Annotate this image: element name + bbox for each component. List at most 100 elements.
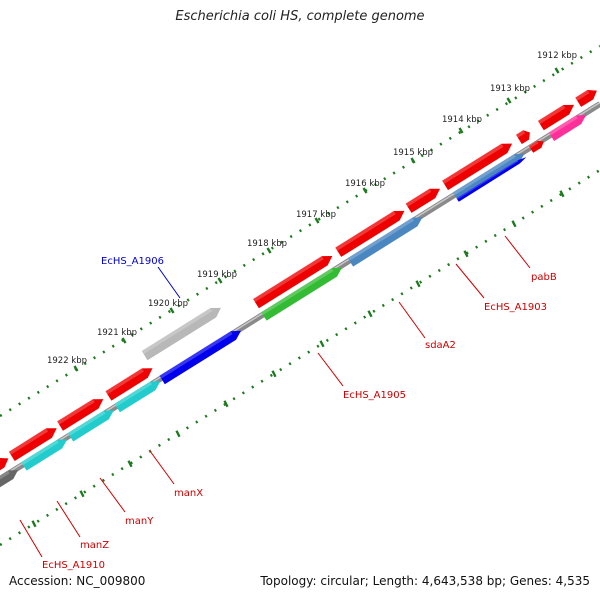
feature-highlight bbox=[261, 268, 334, 315]
feature-highlight bbox=[21, 439, 59, 465]
leader-line-sdaA2 bbox=[398, 301, 426, 339]
gene-label-layer: pabB EcHS_A1903 sdaA2 EcHS_A1905 EcHS_A1906m… bbox=[19, 235, 557, 571]
genome-summary-text: Topology: circular; Length: 4,643,538 bp… bbox=[260, 574, 590, 588]
accession-text: Accession: NC_009800 bbox=[9, 574, 146, 588]
feature-highlight bbox=[575, 90, 590, 101]
feature-highlight bbox=[0, 470, 10, 480]
ruler-tick-label: 1921 kbp bbox=[97, 328, 137, 338]
ruler-tick bbox=[266, 247, 272, 254]
feature-blast-blue-1[interactable] bbox=[159, 330, 242, 385]
feature-highlight bbox=[405, 188, 432, 207]
ruler-tick-label: 1913 kbp bbox=[490, 84, 530, 94]
leader-line-EcHS_A1903 bbox=[455, 263, 485, 299]
ruler-tick bbox=[121, 337, 127, 344]
feature-highlight bbox=[452, 154, 516, 196]
feature-blast-blue-2[interactable] bbox=[456, 157, 527, 202]
ruler-tick-label: 1915 kbp bbox=[393, 148, 433, 158]
leader-line-manY bbox=[99, 477, 126, 513]
map-title: Escherichia coli HS, complete genome bbox=[175, 9, 425, 24]
ruler-tick-label: 1914 kbp bbox=[442, 115, 482, 125]
ruler-tick-label: 1917 kbp bbox=[296, 210, 336, 220]
feature-highlight bbox=[114, 381, 152, 407]
ruler-tick-label: 1922 kbp bbox=[47, 356, 87, 366]
feature-highlight bbox=[0, 460, 1, 462]
feature-cds-manY[interactable] bbox=[57, 399, 104, 431]
feature-track bbox=[0, 90, 597, 488]
ruler-tick bbox=[410, 157, 416, 164]
leader-line-manX bbox=[149, 450, 175, 485]
gene-label-EcHS_A1905[interactable]: EcHS_A1905 bbox=[343, 390, 406, 401]
feature-highlight bbox=[67, 410, 106, 436]
feature-highlight bbox=[456, 160, 519, 200]
ruler-inner-tick bbox=[31, 520, 37, 528]
leader-line-manZ bbox=[56, 500, 81, 538]
feature-highlight bbox=[57, 399, 95, 425]
feature-cds-EcHS_A1910[interactable] bbox=[0, 458, 9, 475]
feature-cds-small[interactable] bbox=[516, 130, 530, 144]
feature-highlight bbox=[442, 143, 504, 184]
ruler-inner-tick bbox=[463, 250, 469, 258]
leader-line-pabB bbox=[504, 235, 531, 269]
gene-label-manZ[interactable]: manZ bbox=[80, 540, 109, 551]
feature-highlight bbox=[8, 428, 49, 455]
feature-cds-edge[interactable] bbox=[575, 90, 597, 107]
gene-label-manX[interactable]: manX bbox=[174, 488, 203, 499]
feature-cds-manZ[interactable] bbox=[8, 428, 57, 461]
ruler-inner-tick bbox=[559, 190, 565, 198]
leader-line-EcHS_A1905 bbox=[317, 352, 344, 387]
ruler-labels: 1912 kbp 1913 kbp 1914 kbp 1915 kbp 1916 kbp… bbox=[47, 51, 577, 366]
feature-highlight bbox=[253, 256, 324, 303]
feature-cds-next[interactable] bbox=[538, 104, 574, 131]
feature-cds-pabB[interactable] bbox=[442, 143, 513, 191]
feature-blast-cyan-3[interactable] bbox=[114, 381, 161, 413]
feature-blast-cyan-2[interactable] bbox=[67, 410, 114, 442]
feature-cds-sdaA2[interactable] bbox=[335, 210, 405, 257]
ruler-tick-label: 1916 kbp bbox=[345, 179, 385, 189]
feature-blast-dark[interactable] bbox=[0, 470, 18, 488]
feature-highlight bbox=[347, 217, 415, 261]
feature-highlight bbox=[548, 115, 578, 136]
ruler-tick bbox=[169, 307, 175, 314]
feature-cds-manX[interactable] bbox=[105, 368, 153, 401]
gene-label-EcHS_A1910[interactable]: EcHS_A1910 bbox=[42, 560, 105, 571]
ruler-tick-label: 1918 kbp bbox=[247, 239, 287, 249]
ruler-inner-tick bbox=[127, 460, 133, 468]
leader-line-EcHS_A1910 bbox=[19, 519, 43, 558]
ruler-tick bbox=[458, 127, 464, 134]
ruler-inner-tick bbox=[271, 370, 277, 378]
feature-cds-tiny[interactable] bbox=[528, 140, 544, 153]
feature-blast-gray[interactable] bbox=[141, 307, 221, 361]
feature-highlight bbox=[105, 368, 144, 395]
gene-label-pabB[interactable]: pabB bbox=[531, 272, 557, 283]
ruler-tick bbox=[73, 365, 79, 372]
feature-blast-cyan-1[interactable] bbox=[21, 439, 68, 471]
ruler-tick-label: 1920 kbp bbox=[148, 299, 188, 309]
ruler-inner-dots bbox=[0, 168, 600, 547]
ruler-inner-tick bbox=[79, 490, 85, 498]
gene-label-EcHS_A1906[interactable]: EcHS_A1906 bbox=[101, 256, 164, 267]
feature-highlight bbox=[528, 140, 539, 149]
gene-label-EcHS_A1903[interactable]: EcHS_A1903 bbox=[484, 302, 547, 313]
ruler-tick bbox=[554, 67, 560, 74]
feature-trna-pink[interactable] bbox=[548, 115, 587, 141]
feature-cds-EcHS_A1905[interactable] bbox=[253, 256, 333, 309]
feature-blast-steel-1[interactable] bbox=[347, 217, 423, 267]
ruler-outer-dots bbox=[0, 44, 600, 418]
feature-highlight bbox=[335, 211, 396, 251]
ruler-inner-tick bbox=[367, 310, 373, 318]
ruler-inner-tick bbox=[223, 400, 229, 408]
ruler-tick bbox=[217, 277, 223, 284]
ruler-major-ticks bbox=[31, 67, 565, 528]
feature-highlight bbox=[141, 308, 213, 355]
ruler-tick bbox=[314, 217, 320, 224]
ruler-tick bbox=[362, 187, 368, 194]
feature-blast-steel-2[interactable] bbox=[452, 153, 525, 201]
feature-blast-green[interactable] bbox=[261, 267, 342, 321]
feature-cds-EcHS_A1903[interactable] bbox=[405, 188, 440, 213]
gene-label-sdaA2[interactable]: sdaA2 bbox=[425, 340, 456, 351]
gene-label-manY[interactable]: manY bbox=[125, 516, 154, 527]
feature-highlight bbox=[515, 130, 526, 138]
feature-highlight bbox=[538, 105, 566, 125]
feature-highlight bbox=[159, 331, 233, 379]
